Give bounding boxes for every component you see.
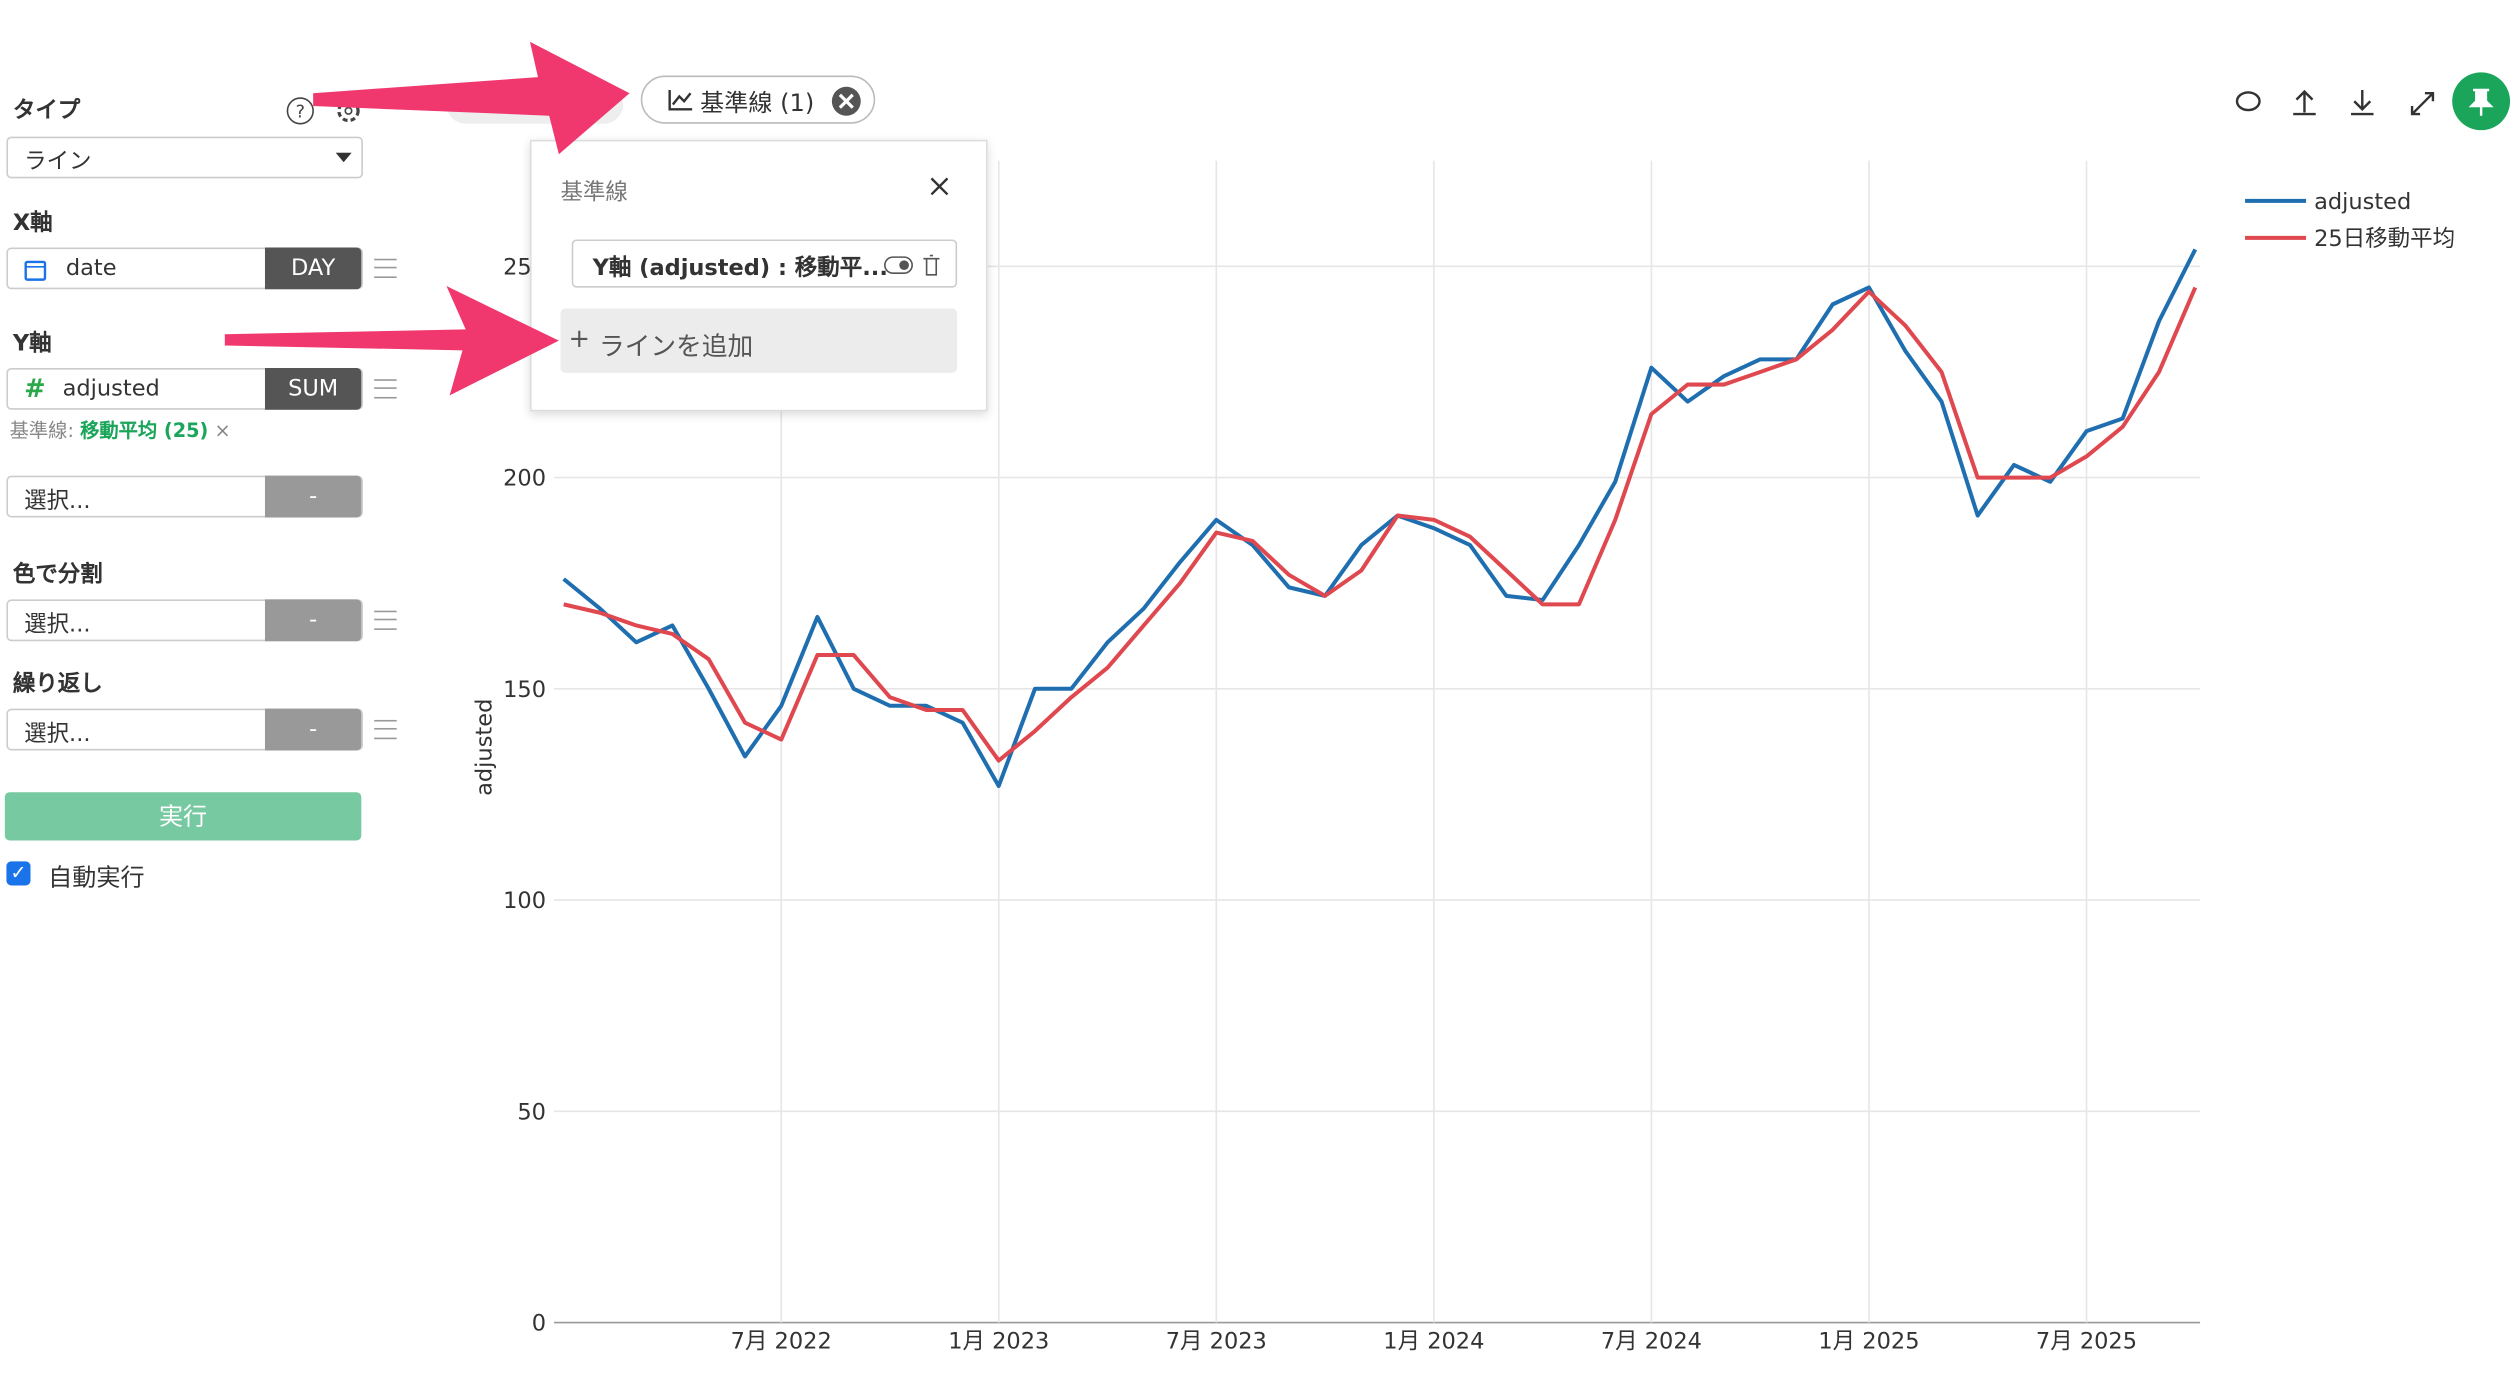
type-value: ライン	[24, 149, 92, 176]
y-menu[interactable]	[374, 379, 397, 399]
y-field-name: adjusted	[62, 376, 160, 402]
x-tick-label: 1月 2024	[1383, 1328, 1484, 1354]
baseline-item[interactable]: Y軸 (adjusted) : 移動平...	[571, 239, 958, 288]
line-series	[562, 248, 2198, 788]
auto-run[interactable]: ✓ 自動実行	[6, 860, 145, 894]
color-select-text: 選択...	[24, 612, 91, 638]
chip-close[interactable]	[830, 85, 862, 117]
x-agg[interactable]: DAY	[264, 247, 362, 290]
baseline-chip[interactable]: 基準線 (1)	[640, 75, 876, 124]
run-button[interactable]: 実行	[4, 792, 362, 841]
baseline-value[interactable]: 移動平均 (25)	[80, 419, 209, 442]
x-tick-label: 1月 2025	[1818, 1328, 1919, 1354]
share-icon[interactable]	[2293, 89, 2316, 116]
color-btn[interactable]: -	[264, 599, 362, 642]
line-series	[563, 286, 2198, 763]
x-tick-label: 7月 2023	[1166, 1328, 1267, 1354]
chart-icon	[668, 89, 693, 111]
caret	[335, 152, 352, 163]
x-tick-label: 1月 2023	[948, 1328, 1049, 1354]
extra-btn[interactable]: -	[264, 475, 362, 518]
x-tick-label: 7月 2025	[2036, 1328, 2137, 1354]
x-field[interactable]: date DAY	[6, 247, 363, 290]
color-label: 色で分割	[12, 562, 103, 589]
repeat-btn[interactable]: -	[264, 708, 362, 751]
color-menu[interactable]	[374, 610, 397, 630]
repeat-select[interactable]: 選択... -	[6, 708, 363, 751]
baseline-popup: 基準線 Y軸 (adjusted) : 移動平... + ラインを追加	[529, 139, 988, 412]
y-agg[interactable]: SUM	[264, 368, 362, 410]
checkbox[interactable]: ✓	[6, 861, 31, 886]
y-tick-label: 0	[532, 1311, 546, 1337]
chip-bg	[446, 85, 624, 124]
type-label: タイプ	[12, 98, 81, 124]
add-line[interactable]: + ラインを追加	[560, 308, 958, 373]
repeat-menu[interactable]	[374, 719, 397, 740]
number-icon: #	[24, 372, 46, 404]
add-line-text: ラインを追加	[599, 331, 754, 362]
x-field-name: date	[65, 255, 117, 282]
legend-label: adjusted	[2314, 189, 2411, 215]
x-tick-label: 7月 2022	[731, 1328, 832, 1354]
type-select[interactable]: ライン	[6, 136, 363, 179]
calendar-icon	[24, 260, 47, 281]
repeat-select-text: 選択...	[24, 721, 91, 748]
y-axis-label: adjusted	[471, 699, 497, 796]
x-tick-label: 7月 2024	[1601, 1328, 1702, 1354]
extra-select-text: 選択...	[24, 488, 91, 515]
y-tick-label: 50	[517, 1099, 546, 1125]
svg-text:?: ?	[296, 102, 305, 122]
comment-icon[interactable]	[2235, 91, 2261, 112]
color-select[interactable]: 選択... -	[6, 599, 363, 642]
item-icons	[884, 254, 940, 276]
popup-title: 基準線	[560, 179, 628, 206]
y-field[interactable]: # adjusted SUM	[6, 368, 363, 410]
expand-icon[interactable]	[2410, 92, 2435, 116]
repeat-label: 繰り返し	[12, 671, 103, 698]
x-menu[interactable]	[374, 258, 397, 279]
auto-run-text: 自動実行	[48, 862, 145, 892]
chip-text: 基準線 (1)	[700, 88, 815, 118]
pin-icon	[2468, 88, 2494, 116]
legend-label: 25日移動平均	[2314, 226, 2455, 252]
download-icon[interactable]	[2351, 89, 2374, 116]
y-tick-label: 150	[503, 677, 546, 703]
extra-select[interactable]: 選択... -	[6, 475, 363, 518]
item-text: Y軸 (adjusted) : 移動平...	[592, 255, 888, 282]
y-tick-label: 200	[503, 466, 546, 492]
baseline-info: 基準線: 移動平均 (25) ×	[9, 419, 231, 442]
type-icons: ?	[286, 97, 360, 125]
x-label: X軸	[12, 210, 53, 237]
baseline-prefix: 基準線:	[9, 419, 74, 442]
toolbar-icons	[2235, 72, 2511, 131]
plus-icon: +	[568, 323, 591, 354]
popup-close[interactable]	[930, 177, 949, 196]
y-tick-label: 100	[503, 888, 546, 914]
y-label: Y軸	[12, 331, 52, 357]
